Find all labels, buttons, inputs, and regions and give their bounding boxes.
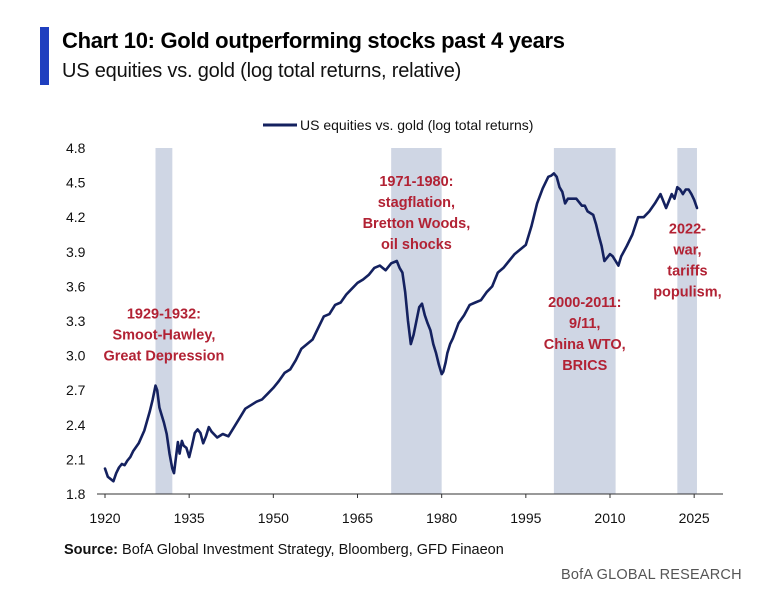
source-text: BofA Global Investment Strategy, Bloombe… xyxy=(122,542,504,558)
annotation-1-line: Bretton Woods, xyxy=(363,216,471,232)
y-tick-label: 3.3 xyxy=(66,313,86,329)
x-tick-label: 1995 xyxy=(510,510,541,526)
annotation-3-line: 2022- xyxy=(669,221,706,237)
y-tick-label: 3.0 xyxy=(66,348,86,364)
annotation-1-line: oil shocks xyxy=(381,237,452,253)
annotation-2-line: China WTO, xyxy=(544,337,626,353)
x-tick-label: 1920 xyxy=(89,510,120,526)
line-chart: 1.8 2.1 2.4 2.7 3.0 3.3 3.6 3.9 4.2 4.5 4.8 1920 193… xyxy=(66,117,723,526)
annotation-0-line: 1929-1932: xyxy=(127,307,201,323)
legend-label: US equities vs. gold (log total returns) xyxy=(300,117,533,133)
title-accent-bar xyxy=(40,27,49,85)
annotation-2-line: BRICS xyxy=(562,358,607,374)
y-tick-label: 3.6 xyxy=(66,278,86,294)
annotation-1-line: stagflation, xyxy=(378,195,455,211)
source-note: Source: BofA Global Investment Strategy,… xyxy=(64,542,504,558)
x-tick-label: 1965 xyxy=(342,510,373,526)
annotation-3-line: populism, xyxy=(653,284,721,300)
x-tick-label: 1950 xyxy=(258,510,289,526)
y-tick-label: 3.9 xyxy=(66,244,86,260)
annotation-2-line: 9/11, xyxy=(569,316,600,332)
shaded-period-3 xyxy=(677,148,697,494)
brand-label: BofA GLOBAL RESEARCH xyxy=(561,567,742,583)
y-tick-label: 2.1 xyxy=(66,451,86,467)
annotation-3-line: tariffs xyxy=(667,263,707,279)
annotation-0-line: Great Depression xyxy=(103,349,224,365)
source-label: Source: xyxy=(64,542,118,558)
x-tick-label: 1935 xyxy=(174,510,205,526)
x-tick-label: 2010 xyxy=(594,510,625,526)
chart-subtitle: US equities vs. gold (log total returns,… xyxy=(62,60,462,82)
y-tick-label: 1.8 xyxy=(66,486,86,502)
x-tick-label: 2025 xyxy=(679,510,710,526)
y-tick-label: 2.4 xyxy=(66,417,86,433)
y-tick-label: 4.8 xyxy=(66,140,86,156)
series-line-0 xyxy=(103,172,699,483)
annotation-2-line: 2000-2011: xyxy=(548,295,621,311)
y-tick-label: 4.2 xyxy=(66,209,86,225)
chart-title: Chart 10: Gold outperforming stocks past… xyxy=(62,28,565,53)
y-tick-label: 4.5 xyxy=(66,175,86,191)
annotation-3-line: war, xyxy=(672,242,701,258)
annotation-0-line: Smoot-Hawley, xyxy=(112,328,215,344)
annotation-1-line: 1971-1980: xyxy=(379,174,453,190)
y-tick-label: 2.7 xyxy=(66,382,86,398)
x-tick-label: 1980 xyxy=(426,510,457,526)
